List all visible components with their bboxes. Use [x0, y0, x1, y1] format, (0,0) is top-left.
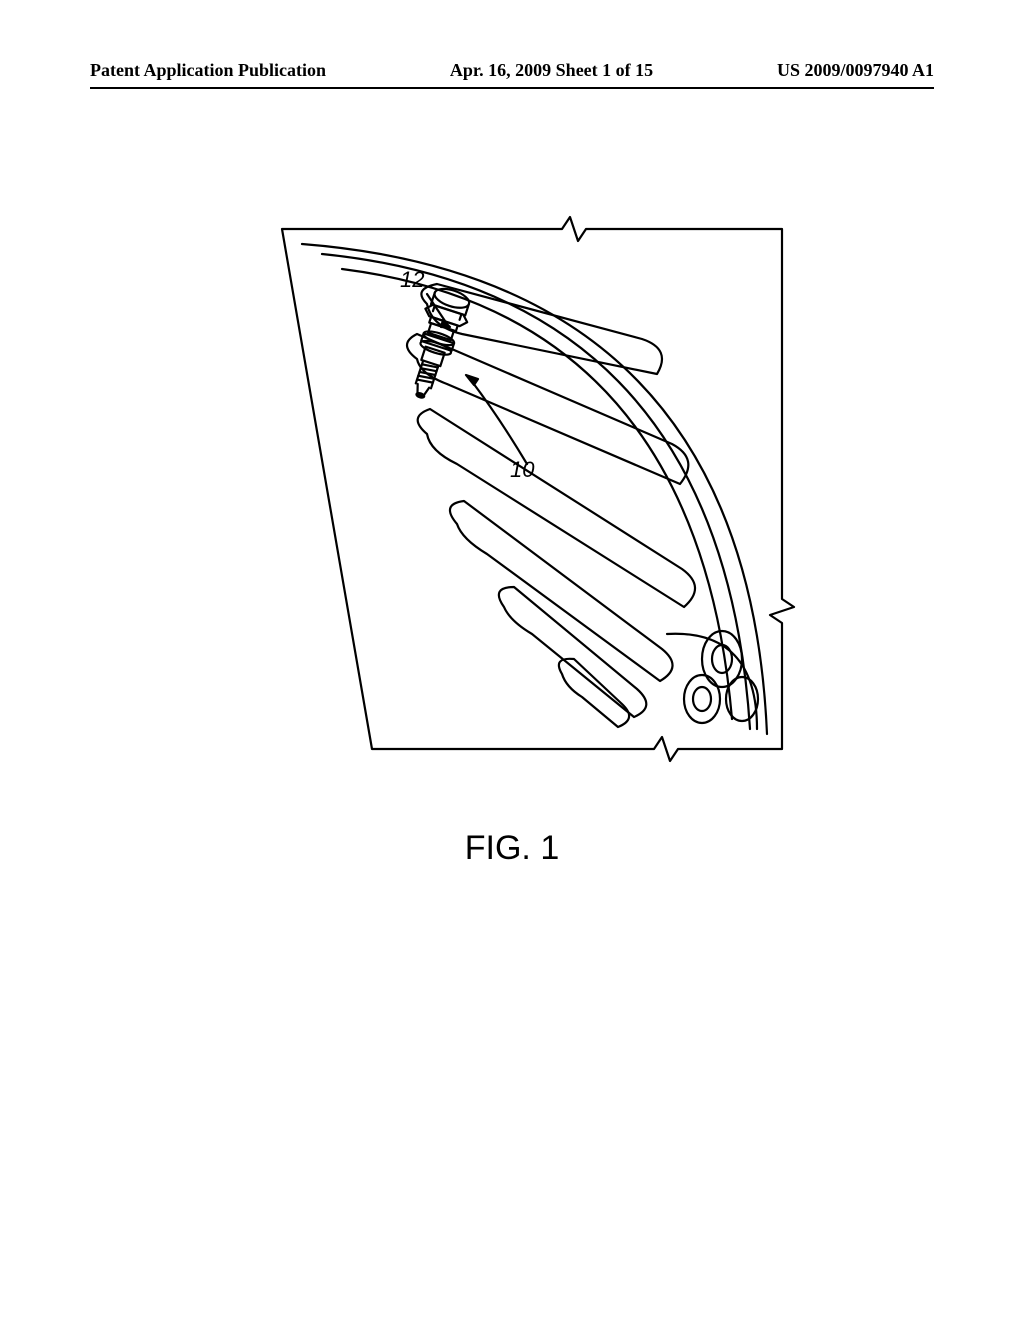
page-header: Patent Application Publication Apr. 16, … [90, 60, 934, 89]
header-left: Patent Application Publication [90, 60, 326, 81]
patent-page: Patent Application Publication Apr. 16, … [0, 0, 1024, 1320]
sensor-assembly [399, 284, 475, 404]
ref-10: 10 [510, 457, 534, 483]
figure-label: FIG. 1 [90, 829, 934, 868]
patent-figure-svg [202, 189, 822, 809]
ref-12: 12 [400, 267, 424, 293]
figure-area: 12 10 FIG. 1 [90, 189, 934, 1189]
header-right: US 2009/0097940 A1 [777, 60, 934, 81]
header-center: Apr. 16, 2009 Sheet 1 of 15 [450, 60, 653, 81]
